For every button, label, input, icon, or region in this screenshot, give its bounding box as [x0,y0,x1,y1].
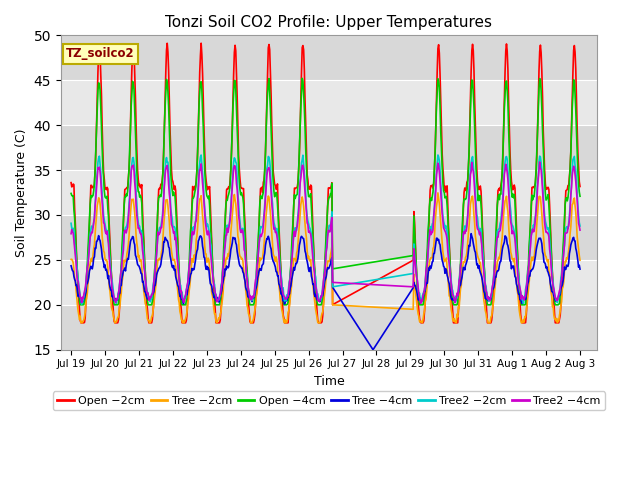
Legend: Open −2cm, Tree −2cm, Open −4cm, Tree −4cm, Tree2 −2cm, Tree2 −4cm: Open −2cm, Tree −2cm, Open −4cm, Tree −4… [53,391,605,410]
Title: Tonzi Soil CO2 Profile: Upper Temperatures: Tonzi Soil CO2 Profile: Upper Temperatur… [165,15,492,30]
Y-axis label: Soil Temperature (C): Soil Temperature (C) [15,128,28,257]
Bar [61,36,597,80]
Bar [61,125,597,170]
X-axis label: Time: Time [314,375,344,388]
Bar [61,305,597,350]
Text: TZ_soilco2: TZ_soilco2 [67,48,135,60]
Bar [61,215,597,260]
